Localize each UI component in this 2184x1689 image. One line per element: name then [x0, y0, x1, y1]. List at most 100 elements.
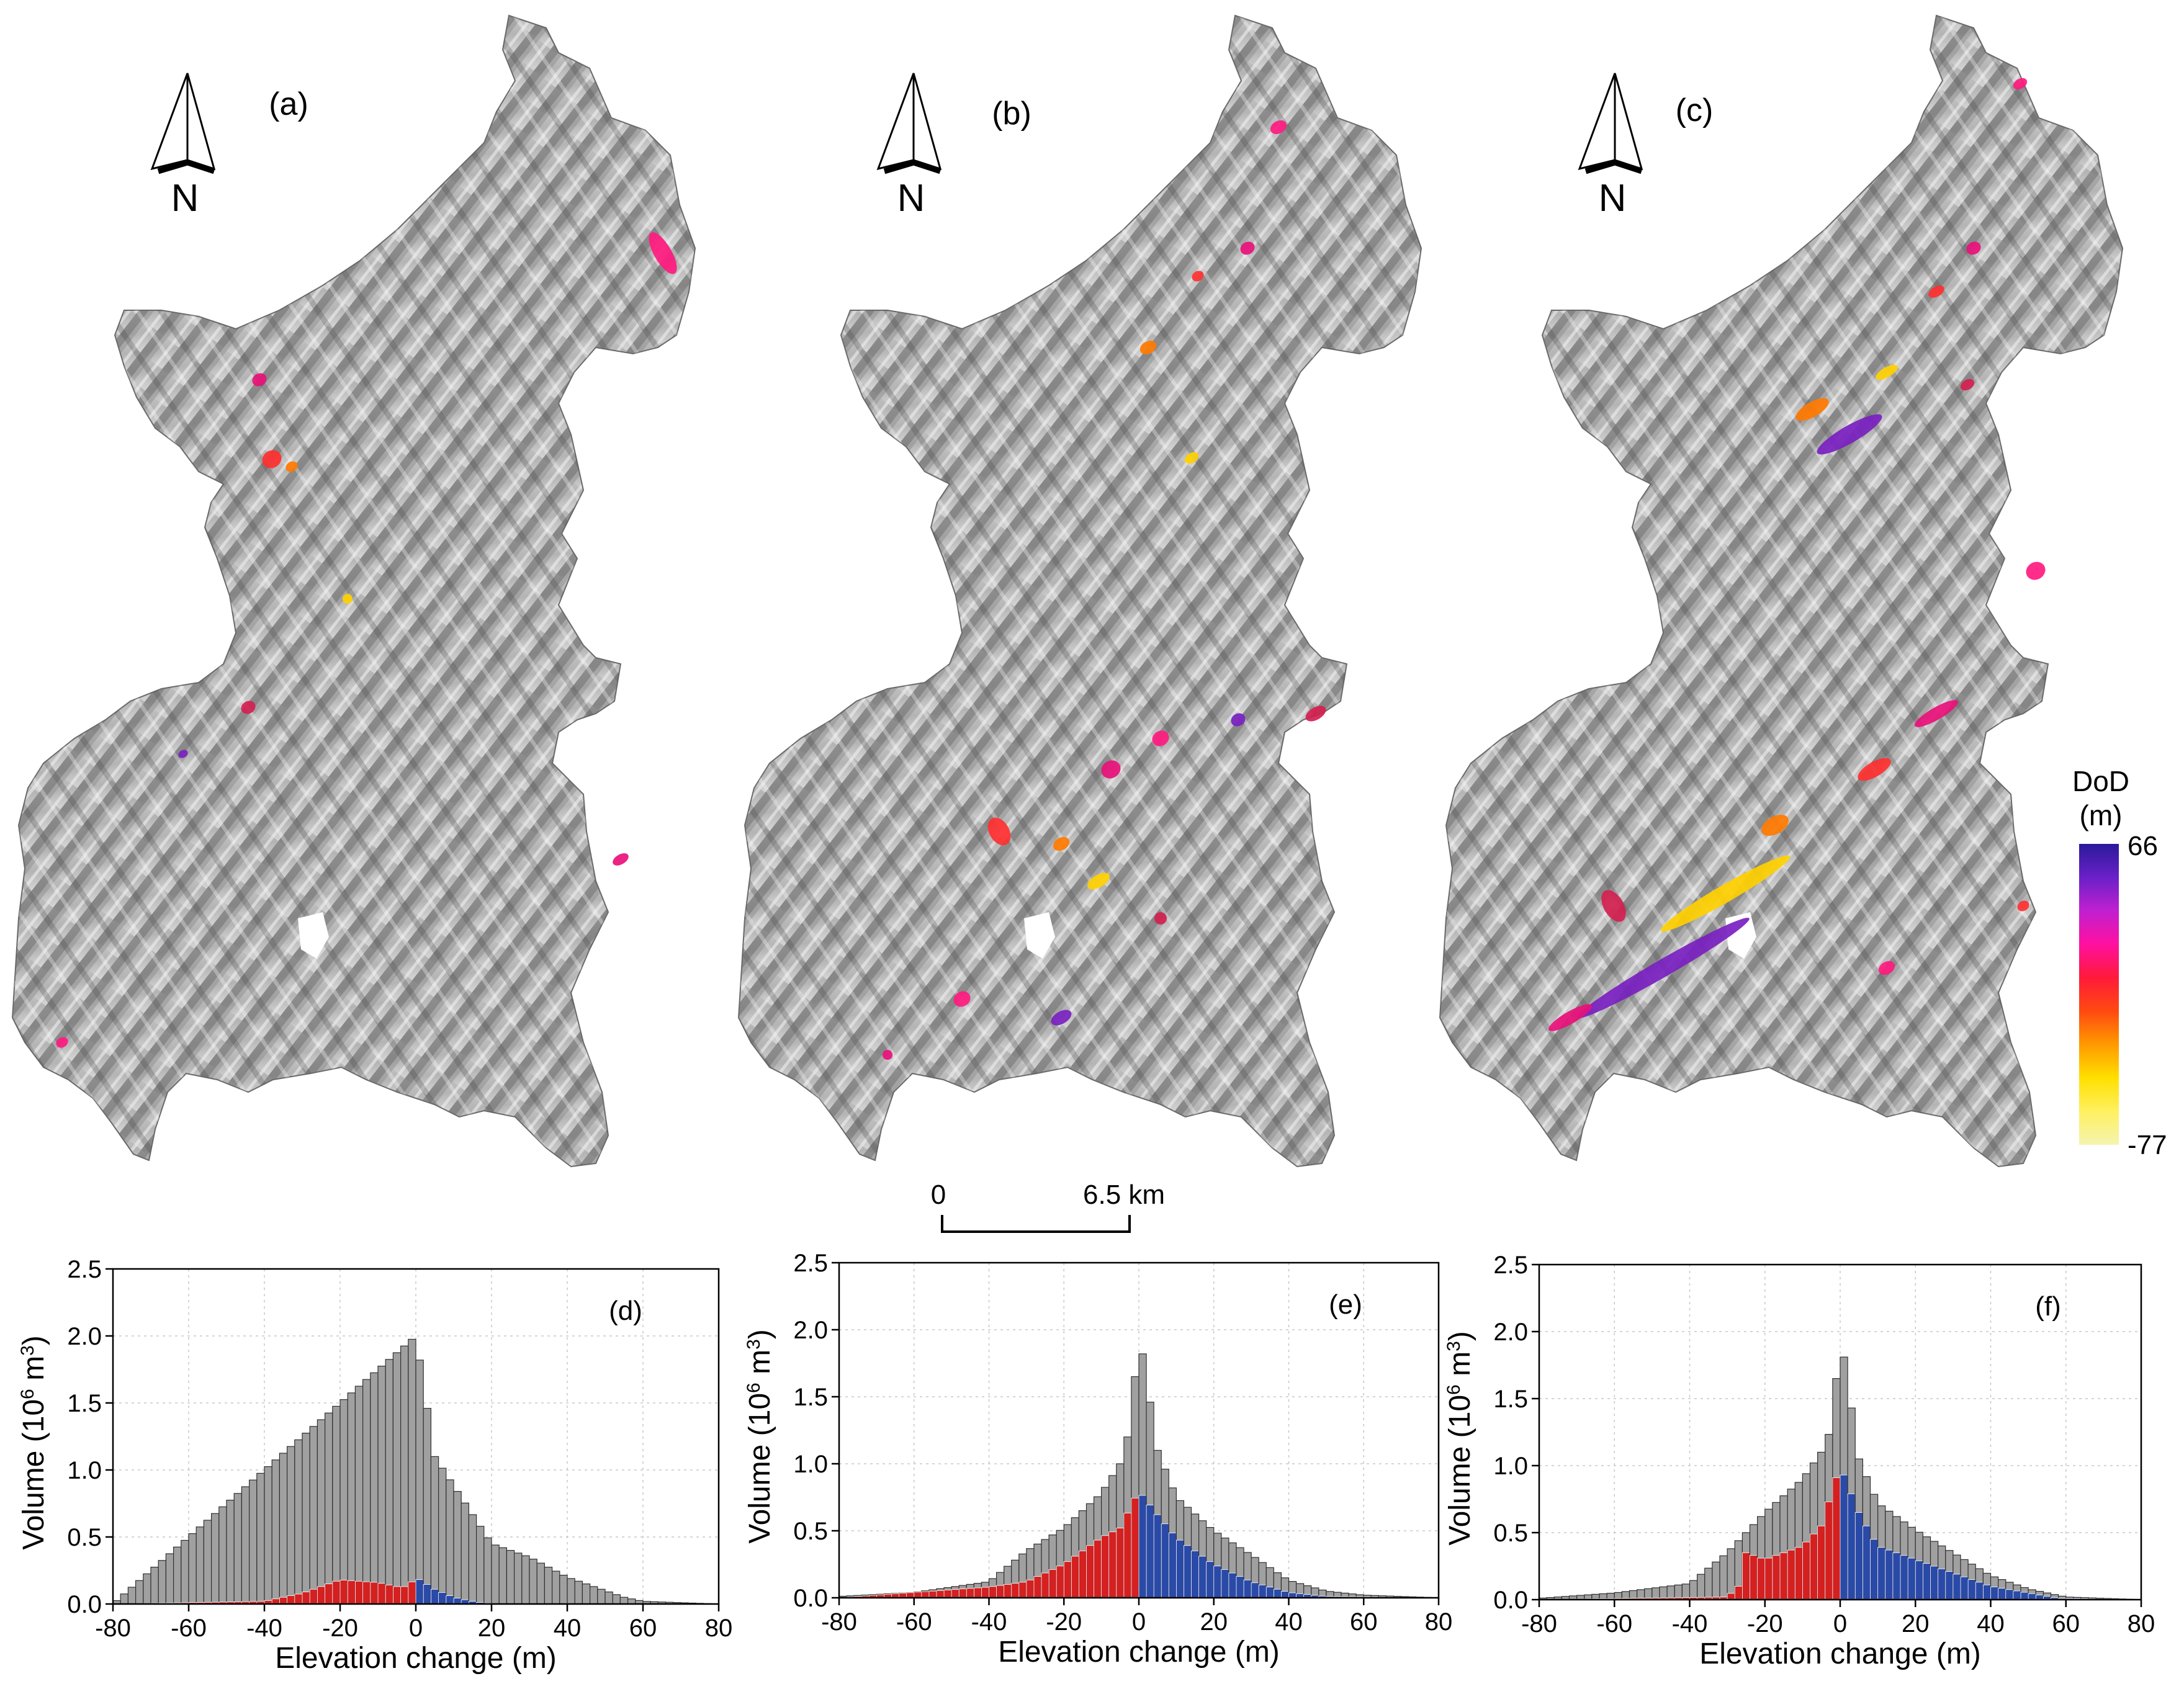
bar-total: [218, 1506, 227, 1605]
basin-hillshade-overlay: [739, 16, 1421, 1167]
bar-total: [120, 1593, 128, 1605]
bar-deposition: [1221, 1569, 1229, 1598]
bar-deposition: [1847, 1493, 1856, 1600]
dod-hotspot: [1966, 241, 1981, 255]
bar-deposition: [1251, 1582, 1259, 1598]
bar-erosion: [385, 1584, 393, 1605]
dod-hotspot: [2017, 900, 2029, 912]
x-tick-label: 80: [705, 1615, 733, 1642]
y-tick-label: 1.0: [793, 1451, 828, 1478]
bar-total: [1689, 1580, 1698, 1600]
bar-erosion: [1041, 1572, 1049, 1598]
bar-deposition: [1854, 1512, 1863, 1600]
bar-total: [302, 1433, 310, 1605]
bar-erosion: [332, 1580, 341, 1605]
bar-erosion: [1131, 1497, 1139, 1598]
y-tick-label: 0.0: [793, 1585, 828, 1612]
bar-total: [619, 1597, 629, 1605]
bar-erosion: [1787, 1549, 1795, 1600]
bar-erosion: [1802, 1541, 1810, 1600]
x-tick-label: -20: [1046, 1608, 1082, 1636]
bar-deposition: [1885, 1549, 1894, 1600]
bar-total: [612, 1594, 621, 1605]
bar-total: [143, 1573, 151, 1605]
x-tick-label: -40: [1672, 1610, 1708, 1637]
bar-total: [589, 1586, 598, 1605]
bar-erosion: [1018, 1582, 1027, 1598]
map-panel-label: (c): [1676, 92, 1714, 128]
bar-total: [158, 1560, 166, 1605]
legend-color-bar: [2079, 844, 2119, 1145]
y-tick-label: 2.5: [67, 1256, 102, 1283]
bar-deposition: [453, 1598, 462, 1605]
bar-erosion: [362, 1581, 371, 1605]
dod-hotspot: [1858, 758, 1891, 781]
bar-total: [324, 1412, 333, 1605]
x-tick-label: -60: [171, 1615, 207, 1642]
bar-deposition: [1243, 1579, 1252, 1598]
y-axis-label: Volume (106 m3): [17, 1335, 51, 1550]
bar-erosion: [393, 1586, 402, 1605]
dod-hotspot: [2026, 562, 2046, 580]
bar-erosion: [996, 1585, 1005, 1598]
y-tick-label: 0.5: [67, 1524, 102, 1551]
bar-deposition: [2028, 1593, 2036, 1600]
bar-erosion: [1094, 1539, 1102, 1598]
bar-total: [582, 1584, 591, 1605]
x-axis-label: Elevation change (m): [275, 1642, 557, 1675]
chart-panel-label: (f): [2035, 1291, 2061, 1322]
bar-erosion: [1086, 1545, 1094, 1598]
bar-total: [461, 1502, 470, 1605]
bar-total: [173, 1546, 182, 1605]
bar-deposition: [1870, 1539, 1879, 1600]
bar-erosion: [1004, 1584, 1012, 1598]
dod-hotspot: [1795, 398, 1829, 421]
bar-total: [249, 1479, 258, 1605]
north-label: N: [1599, 177, 1627, 220]
bar-total: [498, 1547, 508, 1605]
bar-total: [165, 1553, 174, 1605]
bar-total: [233, 1493, 243, 1605]
bar-total: [354, 1386, 364, 1605]
bar-total: [241, 1486, 250, 1605]
bar-total: [264, 1466, 272, 1605]
bar-total: [574, 1580, 583, 1605]
bar-deposition: [2020, 1592, 2029, 1600]
bar-erosion: [1026, 1579, 1035, 1598]
bar-total: [347, 1392, 356, 1605]
bar-erosion: [355, 1580, 364, 1605]
bar-erosion: [1056, 1566, 1064, 1598]
y-tick-label: 0.0: [1493, 1587, 1528, 1614]
dod-hotspot: [343, 594, 353, 604]
dod-hotspot: [1154, 912, 1167, 925]
basin-hillshade-overlay: [1440, 16, 2123, 1167]
bar-deposition: [1975, 1582, 1984, 1600]
bar-total: [475, 1526, 485, 1605]
bar-deposition: [1191, 1550, 1200, 1598]
basin-gap: [1024, 912, 1055, 959]
bar-erosion: [317, 1586, 325, 1605]
bar-total: [377, 1366, 386, 1605]
bar-total: [1712, 1561, 1720, 1600]
north-arrow-icon: [876, 73, 942, 174]
bar-deposition: [1840, 1474, 1848, 1600]
bar-total: [195, 1526, 205, 1605]
legend-title-line2: (m): [2080, 799, 2123, 831]
bar-erosion: [1048, 1569, 1057, 1598]
bar-erosion: [325, 1584, 333, 1605]
bar-deposition: [1265, 1587, 1274, 1598]
legend-title-line1: DoD: [2072, 765, 2129, 797]
legend-max-label: 66: [2128, 831, 2158, 861]
bar-deposition: [1146, 1505, 1154, 1598]
bar-erosion: [966, 1588, 974, 1598]
bar-erosion: [279, 1597, 287, 1605]
bar-total: [392, 1352, 402, 1605]
bar-deposition: [1967, 1579, 1976, 1600]
basin-gap: [298, 912, 329, 959]
bar-erosion: [1071, 1556, 1079, 1598]
bar-erosion: [973, 1587, 982, 1598]
bar-deposition: [1998, 1588, 2006, 1600]
dod-hotspot: [1231, 713, 1246, 727]
bar-deposition: [2005, 1589, 2014, 1600]
